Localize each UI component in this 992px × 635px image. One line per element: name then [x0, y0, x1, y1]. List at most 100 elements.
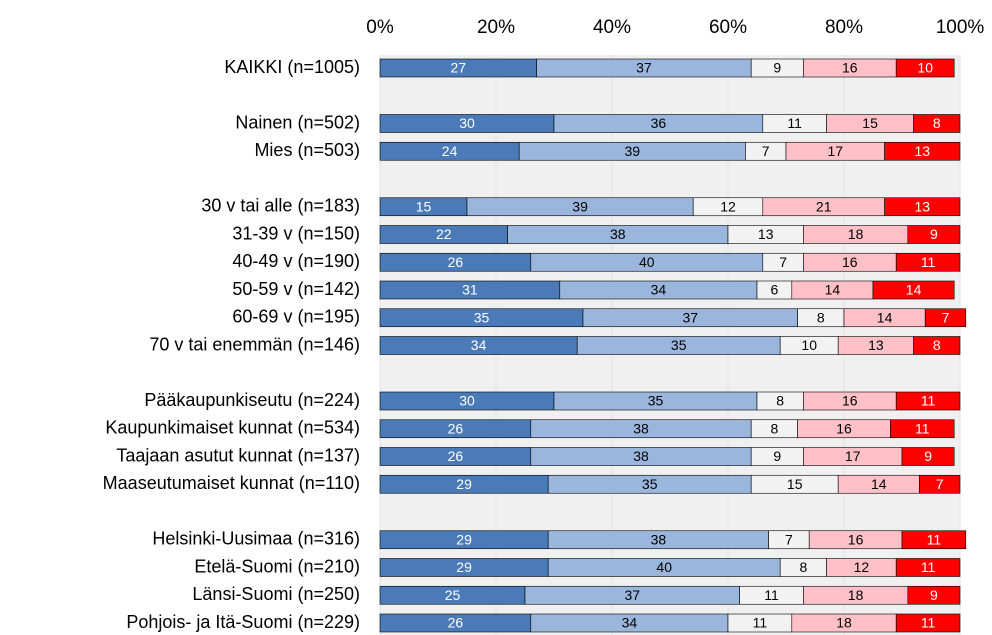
bar-segment: [895, 613, 961, 633]
value-label: 37: [683, 309, 699, 325]
value-label: 30: [459, 393, 475, 409]
value-label: 11: [753, 615, 768, 631]
value-label: 36: [651, 115, 667, 131]
bar-segment: [890, 419, 955, 439]
value-label: 17: [828, 143, 844, 159]
bar-segment: [924, 308, 967, 328]
value-label: 30: [459, 115, 475, 131]
value-label: 11: [787, 115, 802, 131]
value-label: 6: [771, 282, 779, 298]
value-label: 7: [942, 309, 950, 325]
value-label: 14: [825, 282, 841, 298]
value-label: 40: [639, 254, 655, 270]
value-label: 9: [773, 448, 781, 464]
category-label: 40-49 v (n=190): [232, 251, 360, 271]
value-label: 22: [436, 226, 452, 242]
value-label: 34: [622, 615, 638, 631]
value-label: 15: [862, 115, 878, 131]
bar-segment: [907, 225, 961, 244]
value-label: 35: [648, 393, 664, 409]
bar-segment: [919, 474, 961, 494]
value-label: 10: [801, 337, 817, 353]
value-label: 11: [921, 393, 936, 409]
value-label: 24: [442, 143, 458, 159]
value-label: 15: [787, 476, 803, 492]
value-label: 9: [773, 60, 781, 76]
value-label: 39: [572, 198, 588, 214]
value-label: 8: [800, 559, 808, 575]
value-label: 8: [817, 309, 825, 325]
category-label: Pohjois- ja Itä-Suomi (n=229): [126, 612, 360, 632]
value-label: 34: [651, 282, 667, 298]
value-label: 7: [785, 531, 793, 547]
value-label: 14: [871, 476, 887, 492]
value-label: 18: [836, 615, 852, 631]
bar-segment: [913, 114, 961, 133]
category-label: Mies (n=503): [254, 140, 360, 160]
bar-segment: [907, 585, 961, 605]
category-label: 50-59 v (n=142): [232, 279, 360, 299]
value-label: 29: [456, 559, 472, 575]
value-label: 11: [921, 559, 936, 575]
category-label: KAIKKI (n=1005): [224, 57, 360, 77]
value-label: 9: [930, 226, 938, 242]
value-label: 16: [842, 393, 858, 409]
value-label: 16: [848, 531, 864, 547]
value-label: 31: [462, 282, 478, 298]
value-label: 11: [921, 254, 936, 270]
bar-segment: [895, 558, 961, 577]
value-label: 13: [915, 143, 931, 159]
bar-segment: [901, 447, 955, 466]
value-label: 12: [720, 198, 736, 214]
value-label: 8: [776, 393, 784, 409]
x-tick-label: 80%: [825, 17, 863, 38]
value-label: 12: [854, 559, 870, 575]
value-label: 40: [656, 559, 672, 575]
value-label: 39: [625, 143, 641, 159]
value-label: 38: [633, 448, 649, 464]
x-tick-label: 0%: [366, 17, 394, 38]
value-label: 17: [845, 448, 861, 464]
bar-segment: [872, 280, 955, 300]
value-label: 11: [764, 587, 779, 603]
value-label: 16: [842, 254, 858, 270]
value-label: 29: [456, 476, 472, 492]
value-label: 16: [842, 60, 858, 76]
category-label: Etelä-Suomi (n=210): [194, 556, 360, 576]
value-label: 13: [758, 226, 774, 242]
category-label: Helsinki-Uusimaa (n=316): [152, 529, 360, 549]
value-label: 37: [636, 60, 652, 76]
value-label: 7: [762, 143, 770, 159]
value-label: 10: [917, 60, 933, 76]
category-label: 31-39 v (n=150): [232, 223, 360, 243]
value-label: 9: [930, 587, 938, 603]
value-label: 13: [868, 337, 884, 353]
value-label: 38: [633, 420, 649, 436]
value-label: 26: [448, 420, 464, 436]
category-label: 30 v tai alle (n=183): [201, 196, 360, 216]
value-label: 9: [924, 448, 932, 464]
value-label: 34: [471, 337, 487, 353]
value-label: 35: [474, 309, 490, 325]
x-tick-label: 100%: [936, 17, 985, 38]
value-label: 35: [671, 337, 687, 353]
bar-segment: [895, 391, 961, 411]
category-label: Pääkaupunkiseutu (n=224): [144, 390, 360, 410]
value-label: 26: [448, 254, 464, 270]
bar-segment: [901, 530, 967, 550]
value-label: 18: [848, 226, 864, 242]
value-label: 13: [915, 198, 931, 214]
category-label: Kaupunkimaiset kunnat (n=534): [105, 418, 360, 438]
category-label: Länsi-Suomi (n=250): [192, 584, 360, 604]
bar-segment: [913, 336, 961, 355]
value-label: 27: [451, 60, 467, 76]
value-label: 8: [771, 420, 779, 436]
value-label: 37: [625, 587, 641, 603]
bar-segment: [895, 252, 961, 272]
x-tick-label: 40%: [593, 17, 631, 38]
category-label: 60-69 v (n=195): [232, 307, 360, 327]
value-label: 15: [416, 198, 432, 214]
value-label: 11: [927, 531, 942, 547]
value-label: 11: [915, 420, 930, 436]
